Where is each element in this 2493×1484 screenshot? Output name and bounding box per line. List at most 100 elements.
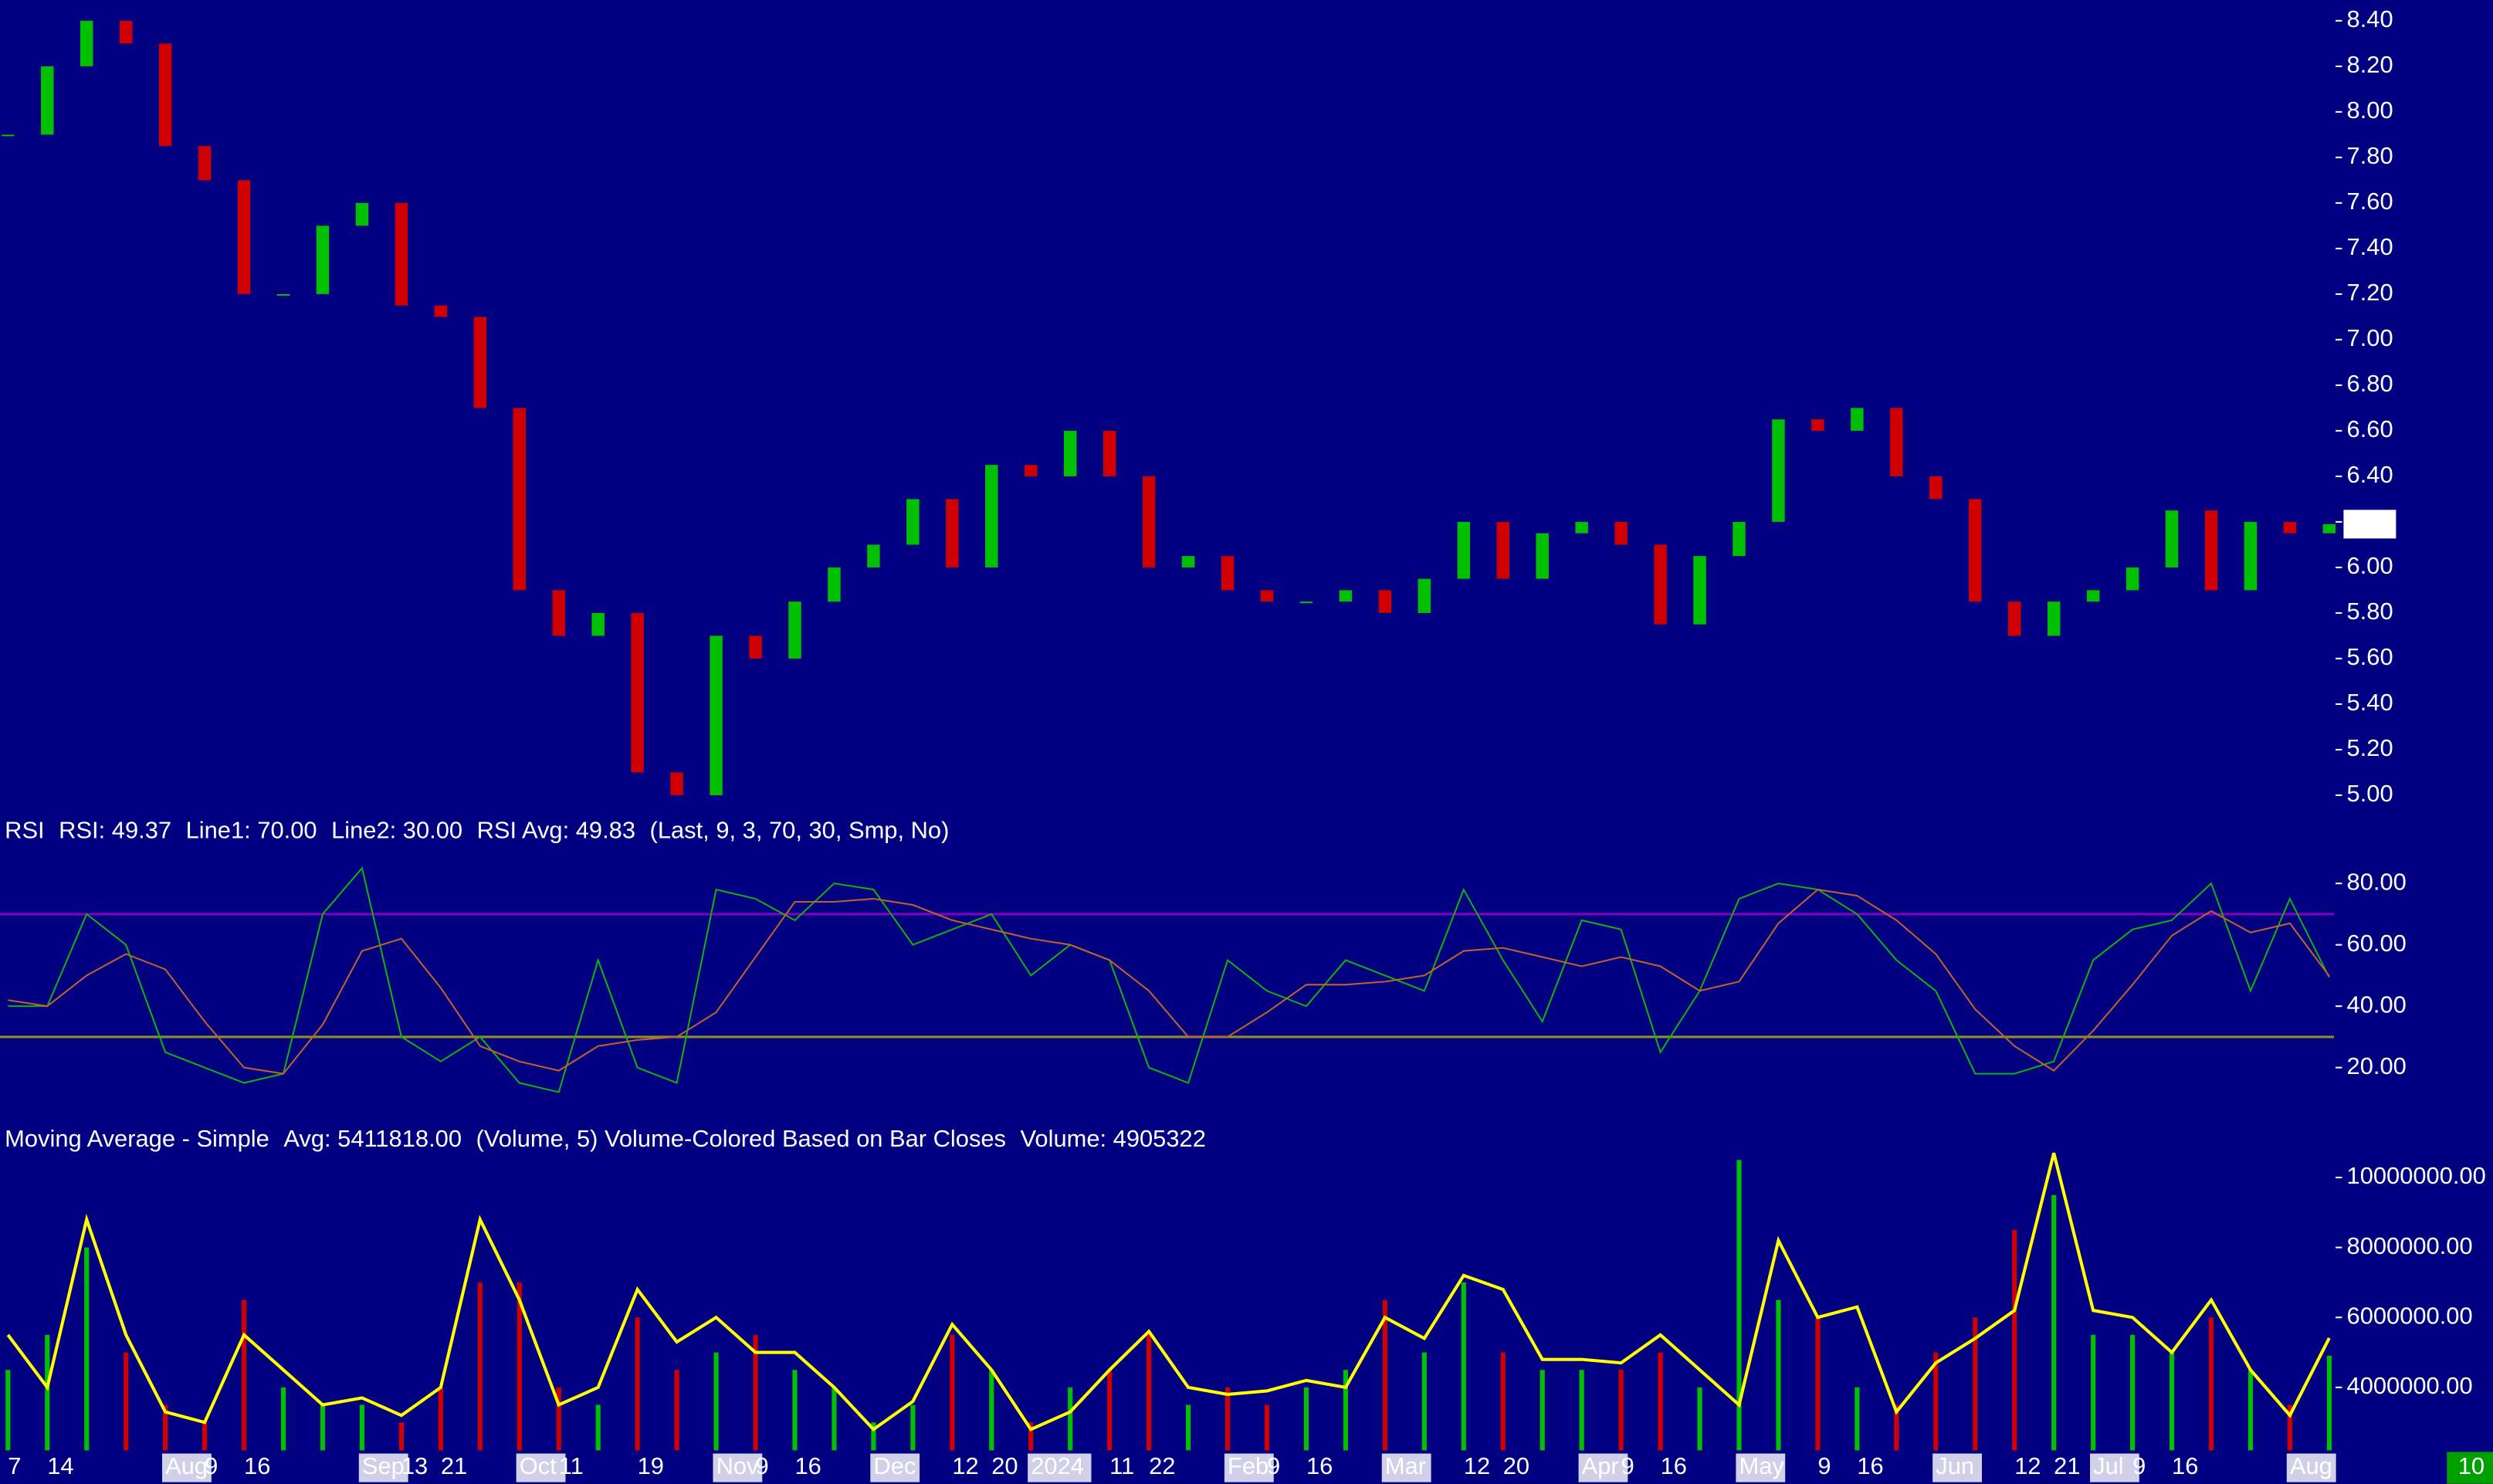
x-tick-label: 16 <box>794 1452 821 1479</box>
candle <box>119 20 133 44</box>
volume-bar <box>1539 1370 1545 1451</box>
volume-bar <box>1776 1299 1781 1451</box>
volume-bar <box>202 1422 208 1451</box>
volume-bar <box>1264 1404 1270 1451</box>
avg-line <box>6 1152 2331 1431</box>
x-tick-label: 9 <box>1621 1452 1634 1479</box>
volume-bar <box>910 1404 916 1451</box>
candle <box>513 408 527 591</box>
volume-bar <box>1382 1299 1387 1451</box>
candle <box>1851 408 1864 431</box>
x-tick-label: Mar <box>1385 1452 1426 1479</box>
x-tick-label: 16 <box>1661 1452 1687 1479</box>
x-label-box <box>1736 1453 1786 1482</box>
candle <box>1772 419 1785 522</box>
volume-bar <box>241 1299 247 1451</box>
x-tick-label: Apr <box>1582 1452 1619 1479</box>
candle <box>1418 578 1431 613</box>
volume-bar <box>5 1370 11 1451</box>
candle <box>80 20 93 66</box>
candle <box>1733 521 1746 557</box>
x-tick-label: 11 <box>559 1452 584 1479</box>
candle <box>1063 430 1077 476</box>
volume-bar <box>124 1352 129 1451</box>
candle <box>355 202 369 226</box>
candle <box>2007 601 2021 636</box>
volume-bar <box>2287 1404 2293 1451</box>
candle <box>1693 556 1706 625</box>
legend-entry: Line2: 30.00 <box>331 817 462 844</box>
volume-bar <box>2247 1370 2254 1451</box>
candle <box>670 772 683 795</box>
y-tick-label: 7.00 <box>2347 324 2393 351</box>
candle <box>552 590 565 636</box>
volume-bar <box>45 1334 50 1451</box>
candle <box>1142 476 1156 568</box>
y-tick-label: 6.00 <box>2347 552 2393 579</box>
y-tick-label: 8000000.00 <box>2347 1232 2473 1259</box>
x-tick-label: 11 <box>1109 1452 1134 1479</box>
x-tick-label: 16 <box>1857 1452 1883 1479</box>
x-tick-label: 12 <box>1464 1452 1490 1479</box>
candle <box>2 134 15 137</box>
candle <box>2165 510 2179 568</box>
x-label-box <box>1224 1453 1274 1482</box>
volume-bar <box>871 1422 876 1451</box>
y-tick-label: 4000000.00 <box>2347 1372 2473 1399</box>
volume-bar <box>2012 1230 2017 1451</box>
candle <box>1575 521 1588 534</box>
x-tick-label: 7 <box>8 1452 21 1479</box>
volume-bar <box>1894 1404 1899 1451</box>
volume-bar <box>1815 1317 1821 1451</box>
x-label-box <box>2286 1453 2336 1482</box>
candle <box>41 66 54 135</box>
volume-bar <box>2326 1355 2332 1451</box>
y-tick-label: 7.60 <box>2347 188 2393 215</box>
candle <box>316 225 330 294</box>
y-tick-label: 7.20 <box>2347 279 2393 306</box>
volume-bar <box>477 1282 483 1451</box>
candle <box>2086 590 2100 602</box>
x-label-box <box>358 1453 408 1482</box>
candle <box>749 635 762 659</box>
candle <box>1260 590 1274 602</box>
volume-bar <box>1658 1352 1663 1451</box>
candle <box>828 567 841 602</box>
candle <box>591 612 605 636</box>
volume-bar <box>1697 1387 1702 1451</box>
volume-bar <box>1107 1370 1113 1451</box>
candle <box>1221 556 1235 591</box>
x-tick-label: Feb <box>1228 1452 1269 1479</box>
volume-bar <box>950 1334 955 1451</box>
candle <box>158 43 172 147</box>
y-tick-label: 6.60 <box>2347 415 2393 442</box>
volume-bar <box>1579 1370 1584 1451</box>
volume-bar <box>163 1404 168 1451</box>
volume-bar <box>832 1387 837 1451</box>
x-tick-label: 9 <box>756 1452 769 1479</box>
y-tick-label: 20.00 <box>2347 1052 2407 1079</box>
x-tick-label: Oct <box>520 1452 557 1479</box>
candle <box>1339 590 1353 602</box>
volume-bar <box>280 1387 286 1451</box>
y-tick-label: 7.40 <box>2347 233 2393 260</box>
volume-bar <box>595 1404 601 1451</box>
candle <box>1811 419 1824 431</box>
x-tick-label: 21 <box>441 1452 467 1479</box>
candle <box>1969 499 1982 602</box>
x-label-box <box>516 1453 566 1482</box>
volume-bar <box>1028 1422 1034 1451</box>
candle <box>1378 590 1392 613</box>
candle <box>946 499 959 568</box>
x-tick-label: 19 <box>638 1452 664 1479</box>
volume-bar <box>1500 1352 1506 1451</box>
volume-bar <box>1855 1387 1860 1451</box>
volume-bar <box>1185 1404 1191 1451</box>
y-tick-label: 60.00 <box>2347 930 2407 957</box>
x-tick-label: 13 <box>401 1452 428 1479</box>
y-tick-label: 40.00 <box>2347 991 2407 1018</box>
candle <box>710 635 723 795</box>
volume-bar <box>2091 1334 2096 1451</box>
y-tick-label: 6.80 <box>2347 370 2393 397</box>
